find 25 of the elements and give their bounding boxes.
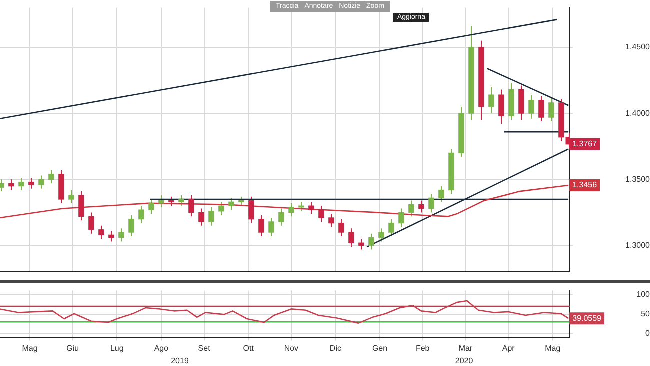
y-tick-label: 1.3000 xyxy=(626,240,650,250)
annotation: 39.0559 xyxy=(572,314,602,323)
x-tick-label: Apr xyxy=(502,344,516,353)
x-tick-label: Gen xyxy=(372,344,388,353)
x-tick-label: Lug xyxy=(110,344,124,353)
annotation: 1.3767 xyxy=(572,140,598,149)
x-tick-label: Nov xyxy=(284,344,299,353)
annotation: 1.3456 xyxy=(572,180,598,190)
y-tick-label: 100 xyxy=(636,290,650,299)
x-tick-label: Mag xyxy=(545,344,561,353)
x-tick-label: Giu xyxy=(66,344,80,353)
x-tick-label: Mag xyxy=(22,344,38,353)
x-tick-label: Ago xyxy=(154,344,170,353)
y-tick-label: 0 xyxy=(646,329,650,338)
x-tick-label: Dic xyxy=(330,344,342,353)
x-tick-label: Feb xyxy=(416,344,430,353)
x2-tick-label: 2020 xyxy=(455,356,474,366)
y-tick-label: 1.3500 xyxy=(626,174,650,184)
x2-tick-label: 2019 xyxy=(171,356,190,366)
y-tick-label: 1.4000 xyxy=(626,108,650,118)
x-tick-label: Mar xyxy=(458,344,473,353)
x-tick-label: Set xyxy=(198,344,212,353)
x-tick-label: Ott xyxy=(243,344,255,353)
y-tick-label: 1.4500 xyxy=(626,42,650,52)
y-tick-label: 50 xyxy=(641,310,650,319)
